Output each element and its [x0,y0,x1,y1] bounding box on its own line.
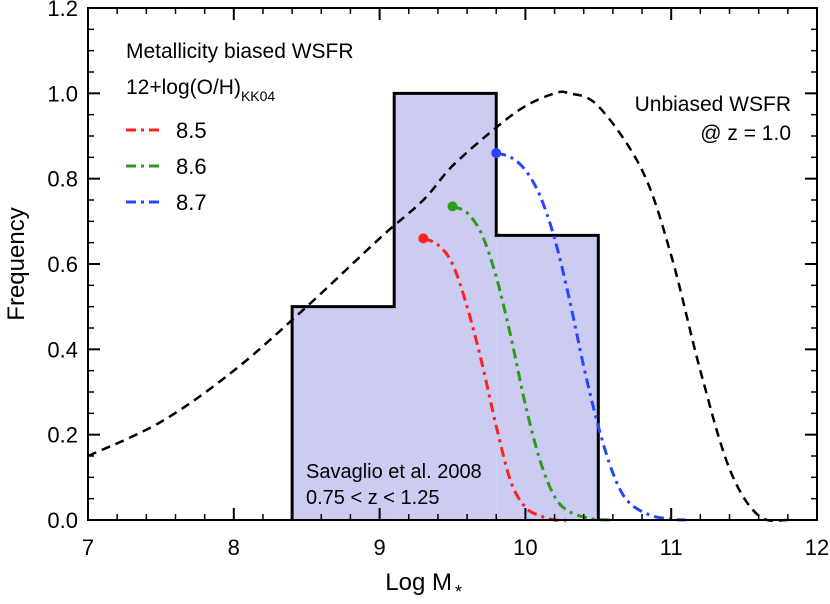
histogram-label-line2: 0.75 < z < 1.25 [306,487,439,509]
histogram-label-line1: Savaglio et al. 2008 [306,461,482,483]
x-tick-label: 11 [660,535,683,560]
curves-layer [87,90,789,523]
y-tick-label: 0.4 [47,337,78,362]
legend-subtitle: 12+log(O/H)KK04 [126,76,275,104]
x-axis-title-subscript: * [455,582,462,602]
y-tick-label: 0.0 [47,508,78,533]
legend-label-8.6: 8.6 [176,154,207,179]
histogram-bar [496,235,599,520]
y-tick-label: 0.6 [47,252,78,277]
unbiased-label-line2: @ z = 1.0 [700,122,791,145]
curve-start-point-8.7 [491,148,502,159]
x-tick-label: 7 [82,535,94,560]
histogram-bar [394,93,497,520]
y-tick-label: 1.2 [47,0,78,21]
x-tick-label: 9 [373,535,385,560]
curve-start-point-8.5 [418,233,429,244]
y-tick-label: 1.0 [47,81,78,106]
metallicity-curve-8.5 [422,236,570,522]
y-tick-label: 0.8 [47,167,78,192]
unbiased-label-line1: Unbiased WSFR [635,93,791,116]
curve-start-point-8.6 [447,201,458,212]
x-tick-label: 12 [805,535,829,560]
legend-label-8.7: 8.7 [176,190,207,215]
histogram-outline [290,91,600,520]
y-tick-label: 0.2 [47,423,78,448]
y-axis-title: Frequency [3,207,30,320]
histogram-bar [292,306,395,520]
histogram-layer [290,91,600,520]
ticks-layer: 7 8 9 10 11 12 0.0 0.2 0.4 0.6 0.8 1.0 1.2 [47,0,829,560]
x-tick-label: 8 [228,535,240,560]
legend-items: 8.5 8.6 8.7 [126,118,207,215]
x-axis-title: Log M [385,569,452,596]
x-tick-label: 10 [513,535,537,560]
legend-label-8.5: 8.5 [176,118,207,143]
legend-subtitle-subscript: KK04 [241,88,275,104]
legend-title: Metallicity biased WSFR [126,40,354,63]
unbiased-curve [87,90,789,523]
